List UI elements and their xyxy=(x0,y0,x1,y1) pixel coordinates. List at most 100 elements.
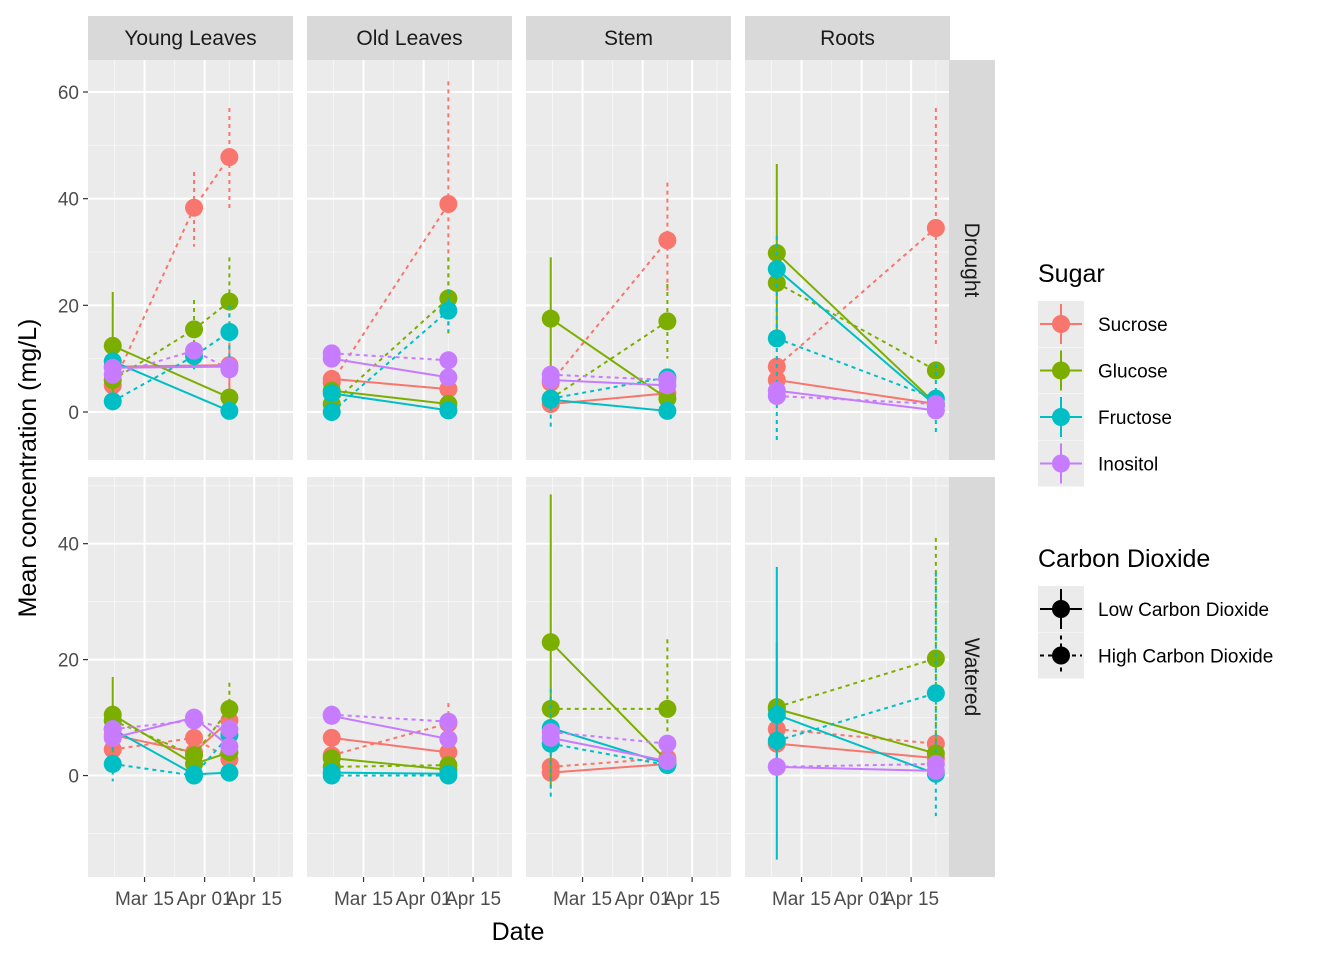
series-line xyxy=(550,731,668,745)
strip-background xyxy=(949,477,995,877)
strip-label-watered: Watered xyxy=(960,638,983,717)
series-line xyxy=(776,707,937,755)
strip-background xyxy=(307,16,512,60)
x-tick-label: Mar 15 xyxy=(553,889,612,910)
strip-label-roots: Roots xyxy=(820,27,875,50)
series-line xyxy=(776,765,936,772)
series-line xyxy=(776,762,936,768)
series-line xyxy=(331,377,449,391)
series-line xyxy=(112,364,230,368)
strip-roots: Roots xyxy=(745,16,950,60)
data-point xyxy=(439,368,458,387)
series-line xyxy=(550,379,668,387)
panel-roots-watered xyxy=(745,477,950,877)
data-point xyxy=(541,699,560,718)
legend-key-point xyxy=(1052,454,1070,473)
series-line xyxy=(331,713,449,723)
panel-background xyxy=(307,60,512,460)
series-line xyxy=(776,379,937,405)
strip-old-leaves: Old Leaves xyxy=(307,16,512,60)
series-inositol-high-co2 xyxy=(541,723,677,753)
series-line xyxy=(776,742,936,760)
data-point xyxy=(767,387,786,405)
series-inositol-high-co2 xyxy=(322,344,458,370)
panel-background xyxy=(88,477,293,877)
data-point xyxy=(185,198,204,217)
series-glucose-low-co2 xyxy=(103,292,239,407)
strip-young-leaves: Young Leaves xyxy=(88,16,293,60)
data-point xyxy=(220,148,239,167)
strip-label-drought: Drought xyxy=(960,223,983,298)
series-glucose-high-co2 xyxy=(767,273,945,380)
legend-label-inositol: Inositol xyxy=(1098,455,1158,476)
strip-label-young-leaves: Young Leaves xyxy=(124,27,256,50)
data-point xyxy=(322,766,341,785)
series-line xyxy=(112,331,230,403)
legend-key-point xyxy=(1052,646,1070,665)
strip-background xyxy=(745,16,950,60)
data-point xyxy=(185,341,204,360)
data-point xyxy=(185,711,204,730)
data-point xyxy=(541,365,560,384)
series-line xyxy=(550,373,668,381)
x-tick-label: Apr 01 xyxy=(615,889,671,910)
data-point xyxy=(926,684,945,703)
data-point xyxy=(926,361,945,380)
series-line xyxy=(550,736,668,763)
data-point xyxy=(767,731,786,750)
series-line xyxy=(776,282,937,372)
strip-background xyxy=(526,16,731,60)
series-inositol-high-co2 xyxy=(103,341,239,384)
panel-young-leaves-watered xyxy=(88,477,293,877)
series-line xyxy=(331,389,449,405)
series-line xyxy=(550,757,668,768)
legend-label-glucose: Glucose xyxy=(1098,362,1168,383)
panel-background xyxy=(526,477,731,877)
legend-key-point xyxy=(1052,408,1070,426)
data-point xyxy=(439,743,458,762)
data-point xyxy=(220,323,239,341)
strip-background xyxy=(949,60,995,460)
panel-old-leaves-drought xyxy=(307,60,512,460)
data-point xyxy=(658,371,677,389)
data-point xyxy=(926,649,945,668)
strip-drought: Drought xyxy=(949,60,995,460)
strip-background xyxy=(88,16,293,60)
data-point xyxy=(103,365,122,384)
data-point xyxy=(220,360,239,379)
series-line xyxy=(776,713,937,775)
series-sucrose-low-co2 xyxy=(322,728,458,762)
strip-stem: Stem xyxy=(526,16,731,60)
legend-title-sugar: Sugar xyxy=(1038,260,1105,288)
series-line xyxy=(331,714,449,741)
panel-background xyxy=(745,477,950,877)
x-tick-label: Mar 15 xyxy=(772,889,831,910)
data-point xyxy=(767,273,786,292)
data-point xyxy=(658,312,677,331)
series-fructose-low-co2 xyxy=(322,384,458,420)
x-tick-label: Apr 15 xyxy=(664,889,720,910)
x-tick-label: Apr 01 xyxy=(834,889,890,910)
series-line xyxy=(112,344,230,399)
data-point xyxy=(103,720,122,739)
series-line xyxy=(776,389,936,412)
legend-label-fructose: Fructose xyxy=(1098,408,1172,429)
data-point xyxy=(658,231,677,250)
series-line xyxy=(112,365,230,369)
y-tick-label: 0 xyxy=(68,767,79,788)
panel-background xyxy=(307,477,512,877)
series-line xyxy=(776,692,937,742)
y-tick-label: 20 xyxy=(58,296,79,317)
y-axis-title: Mean concentration (mg/L) xyxy=(14,319,42,618)
x-tick-label: Mar 15 xyxy=(115,889,174,910)
legend-label-low-carbon-dioxide: Low Carbon Dioxide xyxy=(1098,600,1269,621)
data-point xyxy=(541,723,560,742)
series-line xyxy=(331,297,450,405)
data-point xyxy=(658,401,677,420)
data-point xyxy=(322,403,341,421)
y-tick-label: 20 xyxy=(58,651,79,672)
y-tick-label: 40 xyxy=(58,190,79,211)
y-tick-label: 0 xyxy=(68,403,79,424)
